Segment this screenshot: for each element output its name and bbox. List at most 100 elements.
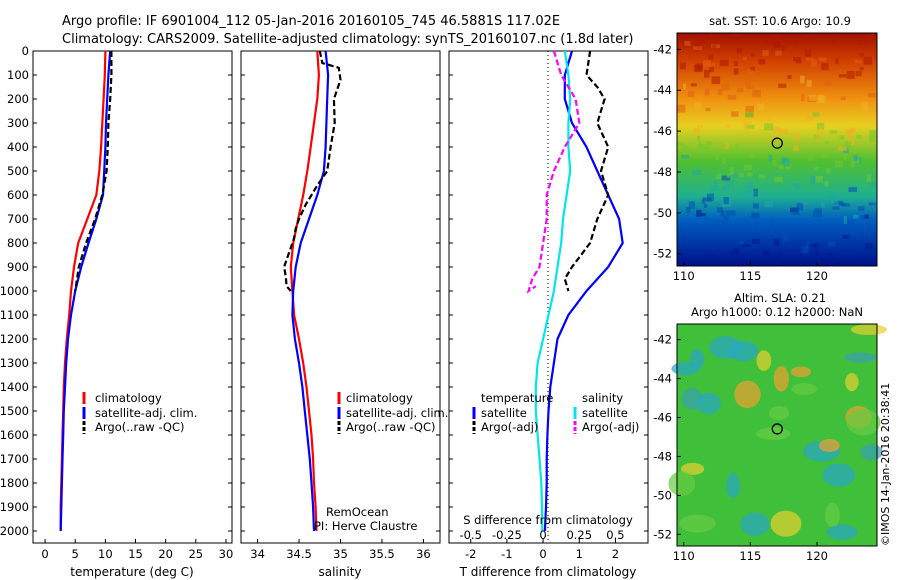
sst-pixel-patch	[729, 251, 734, 257]
sst-pixel-patch	[695, 63, 703, 71]
lon-tick-label: 115	[739, 549, 761, 563]
sst-pixel-patch	[866, 174, 872, 183]
sst-pixel-patch	[848, 139, 856, 145]
sst-pixel-patch	[867, 93, 876, 98]
x-tick-label: 1	[576, 547, 583, 561]
salinity-plot-frame	[240, 50, 441, 544]
sst-pixel-patch	[705, 141, 712, 146]
sst-pixel-patch	[700, 76, 704, 81]
sst-pixel-patch	[864, 243, 873, 250]
s-tick-label: 0.25	[566, 528, 592, 542]
sst-pixel-patch	[805, 57, 815, 61]
sst-pixel-patch	[810, 59, 817, 68]
sla-anomaly-blob	[756, 427, 791, 440]
sla-anomaly-blob	[773, 366, 789, 392]
sst-pixel-patch	[830, 193, 837, 198]
lat-tick-label: -46	[653, 410, 672, 424]
sst-pixel-patch	[770, 218, 774, 226]
sst-pixel-patch	[713, 180, 718, 187]
x-tick-label: 5	[72, 547, 79, 561]
sst-pixel-patch	[735, 143, 739, 151]
sst-pixel-patch	[762, 36, 769, 44]
sst-pixel-patch	[846, 70, 855, 79]
figure-title-line1: Argo profile: IF 6901004_112 05-Jan-2016…	[62, 14, 560, 29]
imos-credit-label: ©IMOS 14-Jan-2016 20:38:41	[879, 383, 892, 546]
legend-label-argo: Argo(..raw -QC)	[346, 420, 436, 434]
sst-pixel-patch	[847, 130, 852, 139]
sst-pixel-patch	[772, 44, 779, 49]
sst-pixel-patch	[727, 94, 737, 100]
figure-title-line2: Climatology: CARS2009. Satellite-adjuste…	[62, 32, 634, 47]
sst-pixel-patch	[814, 36, 818, 41]
series-line-1	[291, 50, 330, 532]
sla-anomaly-blob	[696, 392, 721, 415]
sst-pixel-patch	[801, 246, 809, 254]
sst-pixel-patch	[763, 249, 769, 256]
sst-pixel-patch	[860, 107, 868, 115]
sst-pixel-patch	[852, 214, 859, 219]
legend-label-sal-argo: Argo(-adj)	[582, 420, 639, 434]
sst-pixel-patch	[703, 60, 711, 68]
temperature-xticks: 0 5 10 15 20 25 30	[41, 539, 233, 561]
sst-pixel-patch	[859, 67, 864, 71]
sst-pixel-patch	[677, 104, 686, 113]
sst-pixel-patch	[743, 191, 752, 195]
depth-tick-label: 1400	[0, 380, 29, 394]
sst-pixel-patch	[720, 210, 725, 217]
sst-pixel-patch	[684, 41, 691, 46]
sst-pixel-patch	[846, 129, 855, 134]
temperature-plot-frame	[32, 50, 233, 544]
series-line-0	[543, 50, 624, 532]
sst-pixel-patch	[768, 154, 773, 162]
sst-pixel-patch	[719, 59, 729, 67]
sst-pixel-patch	[688, 91, 695, 97]
sst-pixel-patch	[795, 60, 802, 64]
sst-pixel-patch	[705, 107, 711, 112]
sst-pixel-patch	[775, 50, 782, 56]
sst-pixel-patch	[831, 199, 839, 204]
salinity-panel: 34 34.5 35 35.5 36 salinity climatology sate…	[240, 50, 448, 579]
sst-pixel-patch	[793, 39, 798, 44]
sst-pixel-patch	[681, 154, 690, 159]
depth-tick-label: 2000	[0, 524, 29, 538]
sst-pixel-patch	[857, 40, 867, 45]
sla-anomaly-blob	[791, 383, 817, 395]
sst-pixel-patch	[806, 113, 814, 121]
sst-pixel-patch	[732, 210, 736, 216]
sst-pixel-patch	[743, 122, 749, 131]
sst-pixel-patch	[722, 185, 729, 191]
sst-map-ticks: 110 115 120 -42 -44 -46 -48 -50 -52	[653, 42, 828, 283]
sst-pixel-patch	[859, 53, 864, 58]
sst-pixel-patch	[732, 33, 740, 38]
sst-pixel-patch	[821, 62, 829, 71]
sst-pixel-patch	[815, 175, 824, 183]
depth-tick-label: 0	[22, 44, 29, 58]
sst-pixel-patch	[784, 38, 790, 43]
sst-pixel-patch	[752, 203, 759, 209]
sst-pixel-patch	[791, 206, 800, 215]
sst-pixel-patch	[712, 223, 720, 230]
sst-pixel-patch	[679, 62, 686, 70]
sla-anomaly-blob	[726, 472, 740, 499]
sst-pixel-patch	[808, 156, 813, 162]
sst-pixel-patch	[790, 183, 795, 187]
sst-pixel-patch	[843, 152, 848, 161]
sst-pixel-patch	[764, 200, 774, 208]
sst-pixel-patch	[794, 182, 800, 190]
sst-pixel-patch	[856, 135, 863, 139]
sst-pixel-patch	[702, 197, 712, 202]
x-tick-label: 15	[128, 547, 143, 561]
difference-series-group	[526, 50, 624, 532]
sla-map-subtitle: Argo h1000: 0.12 h2000: NaN	[691, 305, 863, 319]
sst-pixel-patch	[758, 174, 765, 179]
sst-pixel-patch	[804, 49, 812, 57]
difference-xticks: -2 -1 0 1 2	[465, 539, 619, 561]
sst-pixel-patch	[814, 251, 820, 256]
sst-pixel-patch	[827, 252, 834, 260]
sst-pixel-patch	[701, 213, 706, 217]
series-line-0	[289, 50, 321, 532]
sst-pixel-patch	[733, 173, 740, 179]
lon-tick-label: 110	[673, 269, 695, 283]
temperature-legend: climatology satellite-adj. clim. Argo(..…	[82, 391, 197, 434]
